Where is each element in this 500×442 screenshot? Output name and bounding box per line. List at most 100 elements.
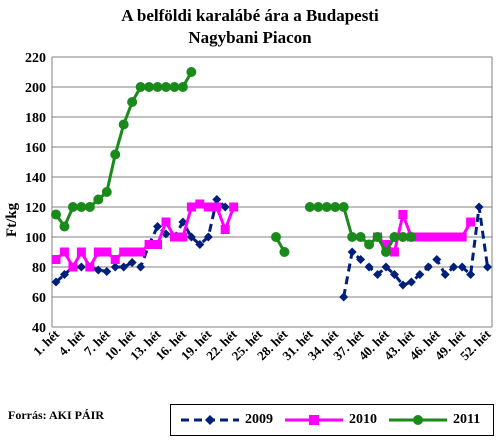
legend-item-2009: 2009 bbox=[179, 405, 273, 435]
point-2011 bbox=[59, 221, 70, 232]
point-2011 bbox=[177, 82, 188, 92]
point-2011 bbox=[338, 202, 349, 212]
point-2009 bbox=[406, 277, 416, 287]
plot-area bbox=[52, 57, 492, 327]
legend-item-2010: 2010 bbox=[283, 405, 377, 435]
point-2010 bbox=[161, 217, 171, 227]
point-2009 bbox=[356, 255, 366, 264]
point-2011 bbox=[169, 82, 180, 92]
point-2009 bbox=[373, 270, 383, 279]
point-2010 bbox=[457, 232, 467, 242]
y-tick-label: 80 bbox=[32, 261, 46, 276]
point-2011 bbox=[76, 202, 87, 212]
legend-marker-2010 bbox=[285, 415, 343, 425]
point-2009 bbox=[51, 277, 61, 287]
point-2011 bbox=[397, 232, 408, 242]
point-2009 bbox=[153, 222, 163, 231]
point-2010 bbox=[93, 247, 103, 257]
point-2009 bbox=[389, 270, 399, 279]
point-2010 bbox=[110, 255, 120, 264]
point-2009 bbox=[457, 262, 467, 272]
point-2011 bbox=[84, 202, 95, 212]
point-2011 bbox=[330, 202, 341, 212]
y-axis-label: Ft/kg bbox=[4, 202, 20, 237]
point-2011 bbox=[355, 232, 366, 242]
point-2009 bbox=[398, 280, 408, 290]
point-2010 bbox=[381, 240, 391, 249]
y-tick-label: 160 bbox=[25, 141, 46, 156]
point-2010 bbox=[76, 247, 86, 257]
point-2011 bbox=[118, 119, 129, 130]
point-2011 bbox=[110, 149, 121, 160]
point-2011 bbox=[389, 232, 400, 242]
point-2010 bbox=[398, 210, 408, 219]
point-2011 bbox=[51, 209, 61, 220]
point-2010 bbox=[153, 240, 163, 249]
point-2011 bbox=[271, 232, 281, 242]
legend: 2009 2010 2011 bbox=[170, 404, 494, 436]
point-2011 bbox=[144, 82, 155, 92]
point-2011 bbox=[101, 187, 112, 197]
point-2009 bbox=[220, 202, 230, 212]
chart-title-line1: A belföldi karalábé ára a Budapesti bbox=[121, 6, 379, 25]
point-2010 bbox=[178, 232, 188, 242]
point-2011 bbox=[313, 202, 324, 212]
point-2011 bbox=[364, 239, 375, 250]
point-2009 bbox=[186, 232, 196, 242]
point-2011 bbox=[135, 82, 146, 92]
point-2009 bbox=[432, 255, 442, 264]
point-2011 bbox=[321, 202, 332, 212]
point-2010 bbox=[136, 247, 146, 257]
point-2010 bbox=[423, 232, 433, 242]
point-2010 bbox=[415, 232, 425, 242]
point-2011 bbox=[279, 247, 290, 257]
point-2010 bbox=[212, 202, 222, 212]
y-tick-label: 100 bbox=[25, 231, 46, 246]
point-2010 bbox=[389, 247, 399, 257]
y-tick-label: 140 bbox=[25, 171, 46, 186]
point-2009 bbox=[195, 240, 205, 249]
point-2009 bbox=[347, 247, 357, 257]
point-2010 bbox=[449, 232, 459, 242]
point-2010 bbox=[127, 247, 137, 257]
point-2009 bbox=[440, 270, 450, 279]
point-2009 bbox=[415, 270, 425, 279]
point-2010 bbox=[102, 247, 112, 257]
point-2011 bbox=[347, 232, 358, 242]
point-2011 bbox=[304, 202, 315, 212]
y-tick-label: 180 bbox=[25, 111, 46, 126]
point-2009 bbox=[76, 262, 86, 272]
point-2010 bbox=[432, 232, 442, 242]
legend-item-2011: 2011 bbox=[387, 405, 480, 435]
point-2010 bbox=[51, 255, 61, 264]
point-2009 bbox=[203, 232, 213, 242]
point-2009 bbox=[381, 262, 391, 272]
point-2010 bbox=[203, 202, 213, 212]
point-2009 bbox=[127, 258, 137, 267]
point-2009 bbox=[339, 292, 349, 302]
point-2011 bbox=[67, 202, 78, 212]
point-2009 bbox=[474, 202, 484, 212]
legend-marker-2009 bbox=[181, 415, 239, 425]
legend-label-2011: 2011 bbox=[453, 412, 481, 427]
point-2010 bbox=[220, 225, 230, 234]
x-tick-label: 4. hét bbox=[55, 326, 88, 359]
point-2009 bbox=[136, 262, 146, 272]
point-2009 bbox=[110, 262, 120, 272]
point-2009 bbox=[423, 262, 433, 272]
point-2010 bbox=[144, 240, 154, 249]
point-2010 bbox=[195, 199, 205, 209]
point-2010 bbox=[119, 247, 129, 257]
point-2011 bbox=[161, 82, 171, 92]
legend-label-2009: 2009 bbox=[245, 412, 273, 427]
legend-label-2010: 2010 bbox=[349, 412, 377, 427]
point-2009 bbox=[102, 267, 112, 276]
point-2010 bbox=[466, 217, 476, 227]
point-2010 bbox=[169, 232, 179, 242]
point-2009 bbox=[59, 270, 69, 279]
point-2009 bbox=[212, 195, 222, 204]
y-tick-label: 120 bbox=[25, 201, 46, 216]
chart-title-line2: Nagybani Piacon bbox=[188, 28, 312, 47]
point-2010 bbox=[59, 247, 69, 257]
